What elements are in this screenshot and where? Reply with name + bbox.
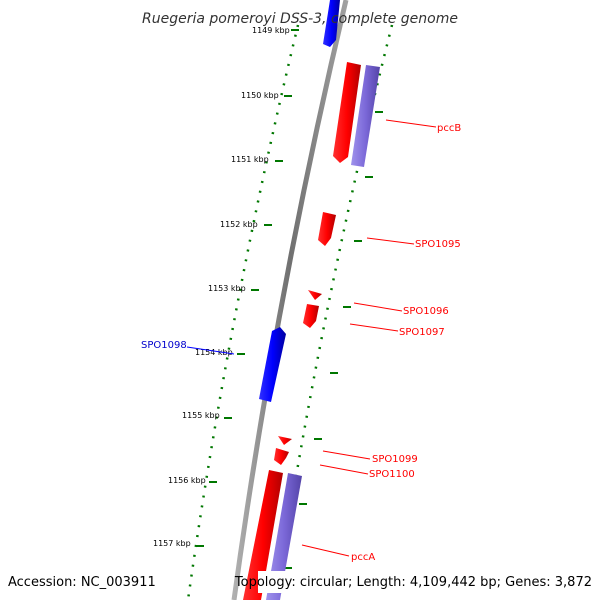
tick-label: 1149 kbp [252, 26, 290, 35]
gene-arrow-pcca[interactable] [243, 470, 283, 600]
genome-backbone [231, 0, 349, 600]
tick-label: 1156 kbp [168, 476, 206, 485]
gene-label-spo1100[interactable]: SPO1100 [369, 469, 415, 480]
gene-label-pcca[interactable]: pccA [351, 552, 375, 563]
tick-labels: 1149 kbp 1150 kbp 1151 kbp 1152 kbp 1153… [153, 26, 290, 548]
outer-ring-ticks [284, 111, 383, 569]
gene-arrow-reverse-top[interactable] [323, 0, 340, 47]
inner-ring-ticks [196, 29, 299, 547]
cds-block-pccb[interactable] [351, 65, 380, 167]
tick-label: 1153 kbp [208, 284, 246, 293]
tick-label: 1157 kbp [153, 539, 191, 548]
tick-label: 1152 kbp [220, 220, 258, 229]
accession-text: Accession: NC_003911 [8, 575, 156, 590]
footer-background [0, 571, 150, 593]
gene-arrow-spo1098[interactable] [259, 327, 286, 402]
summary-background [258, 571, 598, 593]
gene-label-spo1097[interactable]: SPO1097 [399, 327, 445, 338]
genome-summary: Topology: circular; Length: 4,109,442 bp… [234, 575, 592, 590]
gene-arrow-spo1097[interactable] [303, 304, 319, 328]
cds-block-pcca[interactable] [266, 473, 302, 600]
tick-label: 1155 kbp [182, 411, 220, 420]
gene-arrow-spo1100[interactable] [274, 448, 289, 465]
gene-arrow-spo1095[interactable] [318, 212, 336, 246]
gene-arrow-pccb[interactable] [333, 62, 361, 163]
tick-label: 1154 kbp [195, 348, 233, 357]
gene-label-spo1096[interactable]: SPO1096 [403, 306, 449, 317]
gene-labels: pccB SPO1095 SPO1096 SPO1097 SPO1098 SPO… [141, 123, 461, 563]
gene-label-spo1095[interactable]: SPO1095 [415, 239, 461, 250]
gene-arrow-spo1099[interactable] [278, 436, 292, 445]
tick-label: 1151 kbp [231, 155, 269, 164]
gene-label-spo1098[interactable]: SPO1098 [141, 340, 187, 351]
tick-label: 1150 kbp [241, 91, 279, 100]
gene-arrow-spo1096[interactable] [308, 290, 322, 300]
gene-label-pccb[interactable]: pccB [437, 123, 461, 134]
map-title: Ruegeria pomeroyi DSS-3, complete genome [142, 11, 458, 27]
label-leaders [186, 119, 437, 557]
gene-label-spo1099[interactable]: SPO1099 [372, 454, 418, 465]
